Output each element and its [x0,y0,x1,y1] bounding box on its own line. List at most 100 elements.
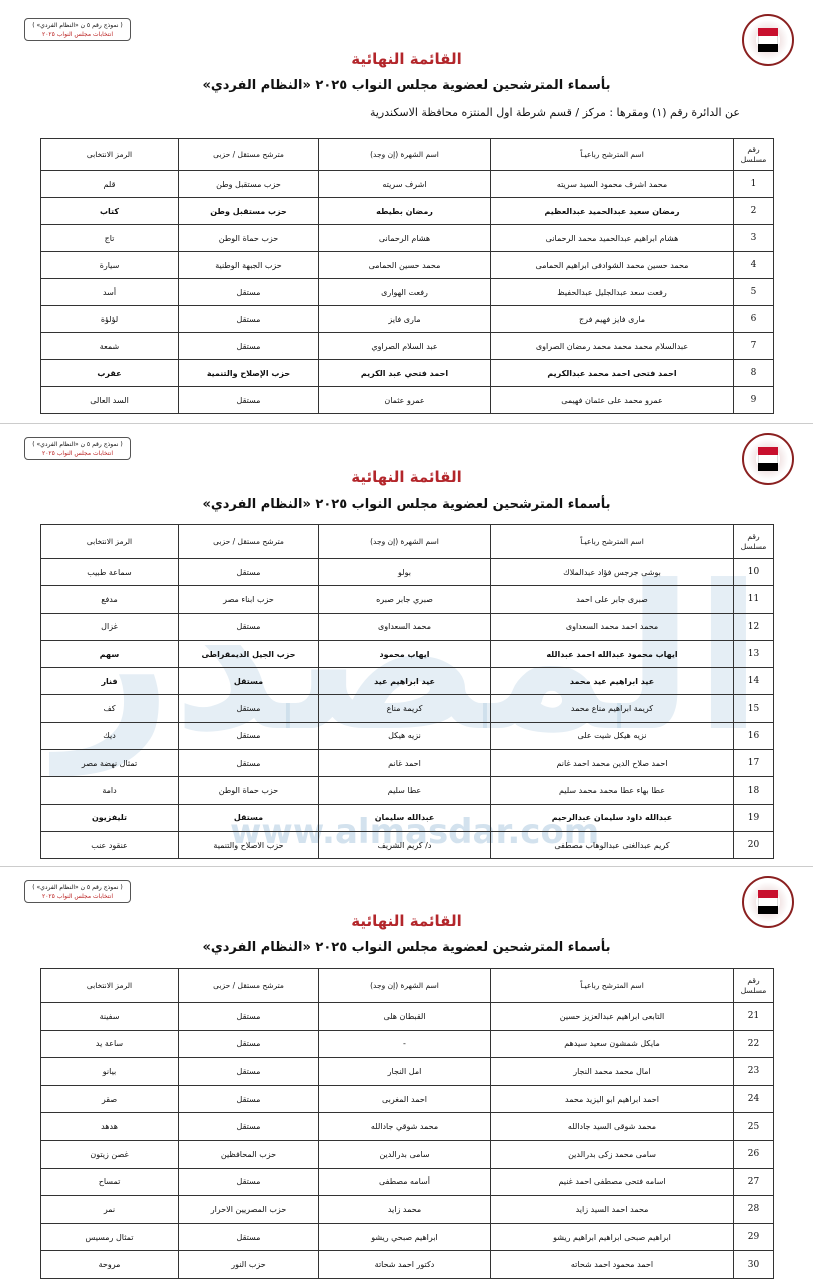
column-header-num: رقم مسلسل [733,138,774,171]
cell-num: 16 [733,721,774,751]
table-row: 1 محمد اشرف محمود السيد سريته اشرف سريته حز… [40,170,774,198]
cell-status: مستقل [178,1057,319,1086]
cell-symbol: لؤلؤة [40,305,179,333]
cell-num: 2 [733,197,774,225]
cell-fame: سامى بدرالدين [318,1139,491,1169]
cell-symbol: صقر [40,1084,179,1114]
table-row: 23 امال محمد محمد النجار امل النجار مستقل بي… [40,1057,774,1086]
cell-symbol: تمساح [40,1167,179,1197]
cell-status: حزب ابناء مصر [178,585,319,614]
cell-name: هشام ابراهيم عبدالحميد محمد الرحمانى [490,224,734,252]
cell-status: مستقل [178,386,319,414]
table-row: 14 عيد ابراهيم عيد محمد عيد ابراهيم عيد مست… [40,667,774,696]
table-row: 26 سامى محمد زكى بدرالدين سامى بدرالدين حزب… [40,1139,774,1169]
cell-symbol: كتاب [40,197,179,225]
cell-name: عيد ابراهيم عيد محمد [490,667,734,696]
cell-status: مستقل [178,1112,319,1141]
cell-fame: بولو [318,557,491,587]
table-header: رقم مسلسل اسم المترشح رباعيـاً اسم الشهرة … [40,524,774,559]
cell-name: كريم عبدالغنى عبدالوهاب مصطفى [490,830,734,860]
cell-num: 4 [733,251,774,279]
column-header-num: رقم مسلسل [733,524,774,559]
cell-name: سامى محمد زكى بدرالدين [490,1139,734,1169]
cell-fame: نزيه هيكل [318,721,491,751]
cell-symbol: تمثال نهضة مصر [40,749,179,778]
cell-num: 25 [733,1112,774,1141]
form-number-box: ( نموذج رقم ٥ ن «النظام الفردي» ) انتخابا… [24,880,131,903]
page-subtitle: بأسماء المترشحين لعضوية مجلس النواب ٢٠٢٥… [202,940,611,955]
cell-symbol: بيانو [40,1057,179,1086]
column-header-status: مترشح مستقل / حزبى [178,138,319,171]
cell-status: حزب النور [178,1250,319,1279]
column-header-fame: اسم الشهرة (إن وجد) [318,968,491,1003]
cell-num: 7 [733,332,774,360]
table-row: 29 ابراهيم صبحى ابراهيم ابراهيم ريشو ابراه… [40,1222,774,1252]
table-row: 28 محمد احمد السيد زايد محمد زايد حزب المصر… [40,1195,774,1224]
table-row: 15 كريمة ابراهيم مناع محمد كريمة مناع مستقل… [40,694,774,723]
column-header-name: اسم المترشح رباعيـاً [490,968,734,1003]
cell-fame: احمد فتحي عبد الكريم [318,359,491,387]
cell-status: مستقل [178,1222,319,1252]
cell-fame: امل النجار [318,1057,491,1086]
cell-name: التابعى ابراهيم عبدالعزيز حسين [490,1002,734,1031]
cell-status: حزب حماة الوطن [178,224,319,252]
cell-num: 1 [733,170,774,198]
cell-num: 21 [733,1002,774,1031]
page-subtitle: بأسماء المترشحين لعضوية مجلس النواب ٢٠٢٥… [202,78,611,93]
cell-num: 6 [733,305,774,333]
cell-name: كريمة ابراهيم مناع محمد [490,694,734,723]
election-label: انتخابات مجلس النواب ٢٠٢٥ [41,450,114,457]
cell-symbol: مدفع [40,585,179,614]
cell-symbol: مروحة [40,1250,179,1279]
table-row: 20 كريم عبدالغنى عبدالوهاب مصطفى د/ كريم ا… [40,830,774,860]
cell-num: 27 [733,1167,774,1197]
cell-symbol: هدهد [40,1112,179,1141]
table-row: 7 عبدالسلام محمد محمد محمد رمضان الصراوى ع… [40,332,774,360]
cell-name: محمد احمد محمد السعداوى [490,612,734,641]
cell-fame: دكتور احمد شحاتة [318,1250,491,1279]
cell-fame: صبري جابر صبره [318,585,491,614]
table-row: 30 احمد محمود احمد شحاته دكتور احمد شحاتة ح… [40,1250,774,1279]
table-row: 6 مارى فايز فهيم فرج مارى فايز مستقل لؤلؤة [40,305,774,333]
table-row: 11 صبرى جابر على احمد صبري جابر صبره حزب اب… [40,585,774,614]
cell-fame: رمضان بطيطه [318,197,491,225]
cell-status: حزب مستقبل وطن [178,170,319,198]
form-number-label: ( نموذج رقم ٥ ن «النظام الفردي» ) [32,884,123,891]
cell-symbol: تليفزيون [40,803,179,832]
cell-name: مايكل شمشون سعيد سيدهم [490,1029,734,1059]
table-row: 19 عبدالله داود سليمان عبدالرحيم عبدالله س… [40,803,774,832]
cell-status: حزب مستقبل وطن [178,197,319,225]
cell-symbol: دامة [40,776,179,805]
cell-num: 18 [733,776,774,805]
election-label: انتخابات مجلس النواب ٢٠٢٥ [41,31,114,38]
cell-fame: عمرو عثمان [318,386,491,414]
cell-name: محمد احمد السيد زايد [490,1195,734,1224]
table-header: رقم مسلسل اسم المترشح رباعيـاً اسم الشهرة … [40,138,774,171]
cell-name: محمد اشرف محمود السيد سريته [490,170,734,198]
page-separator [0,866,813,867]
table-row: 16 نزيه هيكل شيت على نزيه هيكل مستقل ديك [40,721,774,751]
cell-symbol: عقرب [40,359,179,387]
cell-symbol: قلم [40,170,179,198]
cell-fame: القبطان هلى [318,1002,491,1031]
cell-fame: ابراهيم صبحي ريشو [318,1222,491,1252]
cell-symbol: غصن زيتون [40,1139,179,1169]
cell-symbol: غزال [40,612,179,641]
table-row: 22 مايكل شمشون سعيد سيدهم - مستقل ساعة يد [40,1029,774,1059]
cell-symbol: فنار [40,667,179,696]
cell-num: 5 [733,278,774,306]
cell-symbol: شمعة [40,332,179,360]
column-header-symbol: الرمز الانتخابى [40,968,179,1003]
column-header-fame: اسم الشهرة (إن وجد) [318,138,491,171]
column-header-num: رقم مسلسل [733,968,774,1003]
cell-symbol: تاج [40,224,179,252]
cell-num: 11 [733,585,774,614]
cell-num: 13 [733,639,774,669]
cell-fame: محمد زايد [318,1195,491,1224]
cell-name: محمد حسين محمد الشوادفى ابراهيم الحمامى [490,251,734,279]
cell-fame: اشرف سريته [318,170,491,198]
cell-symbol: تمثال رمسيس [40,1222,179,1252]
cell-fame: محمد شوقي جادالله [318,1112,491,1141]
cell-fame: محمد حسين الحمامى [318,251,491,279]
table-row: 27 اسامه فتحى مصطفى احمد غنيم أسامه مصطفى م… [40,1167,774,1197]
